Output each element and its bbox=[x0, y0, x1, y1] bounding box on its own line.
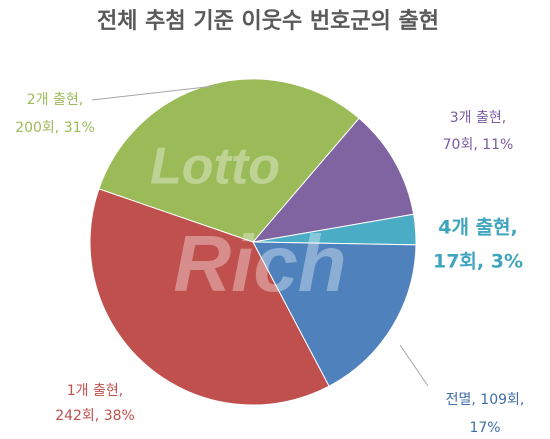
data-label: 1개 출현, bbox=[67, 383, 123, 399]
data-label: 4개 출현, bbox=[438, 217, 518, 239]
pie-slice bbox=[98, 78, 360, 243]
data-label: 70회, 11% bbox=[443, 137, 514, 153]
data-label: 전멸, 109회, bbox=[446, 392, 525, 408]
data-label: 200회, 31% bbox=[15, 120, 95, 136]
watermark: Rich bbox=[173, 219, 346, 308]
data-label: 3개 출현, bbox=[450, 110, 506, 126]
pie-slice bbox=[89, 188, 330, 406]
pie-slice bbox=[251, 117, 415, 243]
data-label: 17% bbox=[469, 420, 500, 436]
data-label: 2개 출현, bbox=[27, 92, 83, 108]
pie-slice bbox=[252, 241, 417, 387]
leader-line bbox=[91, 85, 216, 101]
watermark: Lotto bbox=[150, 138, 280, 196]
leader-line bbox=[399, 344, 429, 387]
data-label: 17회, 3% bbox=[433, 251, 523, 273]
chart-title: 전체 추첨 기준 이웃수 번호군의 출현 bbox=[97, 9, 439, 34]
data-label: 242회, 38% bbox=[55, 408, 135, 424]
